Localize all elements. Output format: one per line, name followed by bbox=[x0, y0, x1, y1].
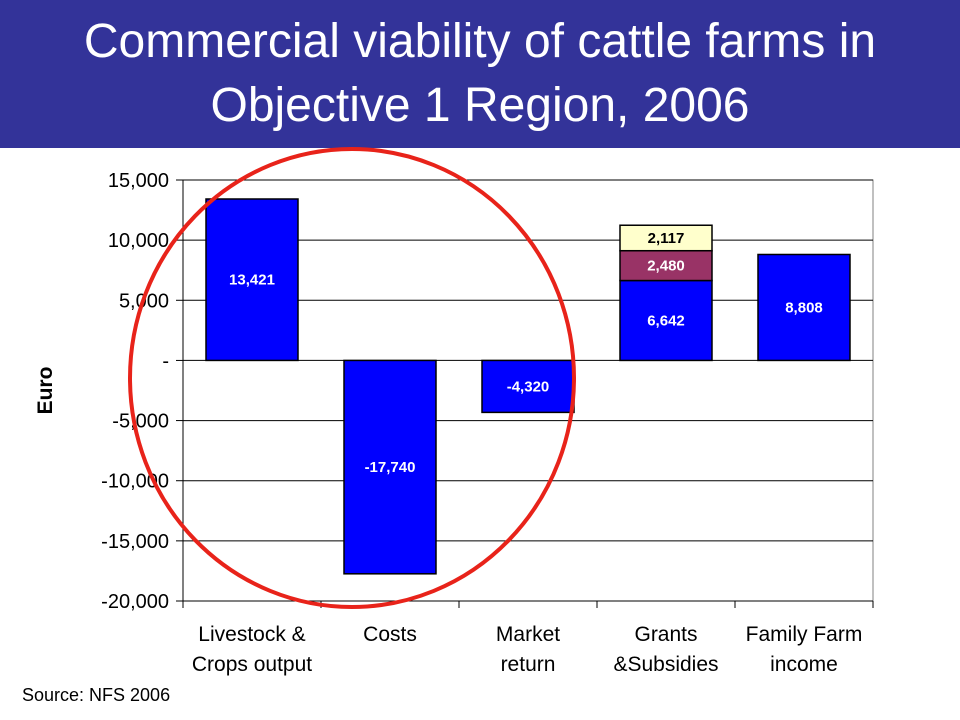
source-note: Source: NFS 2006 bbox=[22, 685, 171, 705]
x-category-label: Family Farm bbox=[746, 623, 863, 646]
slide-title-line-1: Commercial viability of cattle farms in bbox=[83, 15, 877, 68]
data-label: 8,808 bbox=[785, 299, 823, 316]
bar-2-series-1 bbox=[343, 359, 437, 575]
data-label: 13,421 bbox=[229, 272, 275, 289]
y-tick-label: -5,000 bbox=[112, 411, 169, 433]
data-label: 2,480 bbox=[647, 258, 685, 275]
bar-3-series-1 bbox=[481, 359, 575, 414]
data-label: 6,642 bbox=[647, 312, 685, 329]
y-axis-label: Euro bbox=[34, 367, 57, 415]
bar-5-series-1 bbox=[757, 253, 851, 362]
slide-title-line-2: Objective 1 Region, 2006 bbox=[210, 79, 750, 132]
y-tick-label: 10,000 bbox=[108, 230, 169, 252]
y-tick-label: -15,000 bbox=[101, 531, 169, 553]
y-tick-label: -20,000 bbox=[101, 591, 169, 613]
y-tick-label: - bbox=[162, 350, 169, 372]
x-category-label: return bbox=[501, 653, 556, 676]
x-category-label: Crops output bbox=[192, 653, 312, 676]
bar-4-series-1 bbox=[619, 279, 713, 362]
data-label: 2,117 bbox=[648, 230, 685, 247]
y-tick-label: 15,000 bbox=[108, 170, 169, 192]
x-category-label: Costs bbox=[363, 623, 417, 646]
bar-4-series-3 bbox=[619, 224, 713, 252]
bar-4-series-2 bbox=[619, 249, 713, 282]
bar-1-series-1 bbox=[205, 198, 299, 362]
x-category-label: Grants bbox=[634, 623, 697, 646]
x-category-label: income bbox=[770, 653, 838, 676]
x-category-label: Livestock & bbox=[198, 623, 305, 646]
data-label: -4,320 bbox=[507, 378, 550, 395]
highlight-circle bbox=[128, 147, 576, 609]
data-label: -17,740 bbox=[365, 459, 416, 476]
x-category-label: Market bbox=[496, 623, 560, 646]
x-category-label: &Subsidies bbox=[613, 653, 718, 676]
title-band: Commercial viability of cattle farms in … bbox=[0, 0, 960, 148]
